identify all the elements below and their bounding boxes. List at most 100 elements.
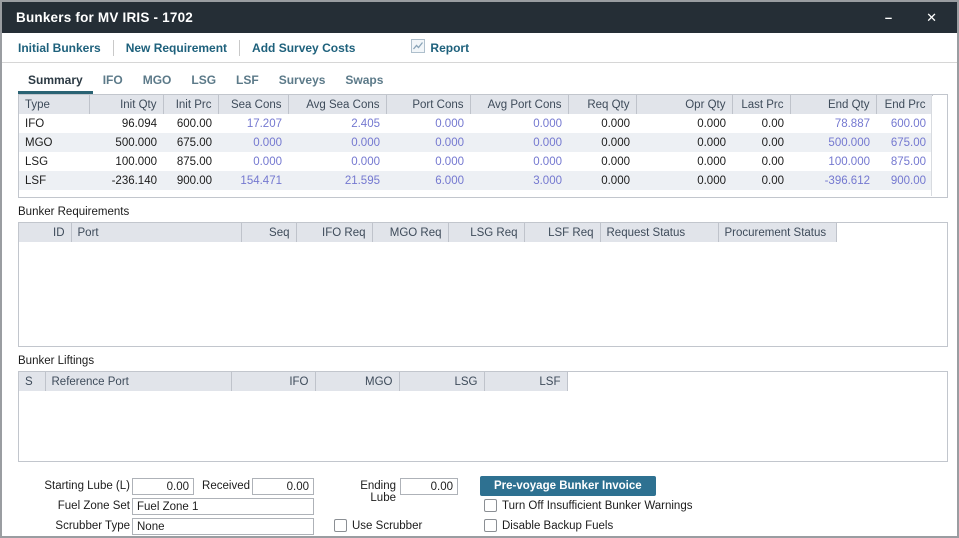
fuel-zone-set-field[interactable] <box>132 498 314 515</box>
close-button[interactable]: ✕ <box>926 10 937 25</box>
cell-opr-qty[interactable]: 0.000 <box>697 155 726 168</box>
cell-sea-cons[interactable]: 0.000 <box>253 155 282 168</box>
ending-lube-input[interactable] <box>400 478 458 495</box>
tab-mgo[interactable]: MGO <box>142 73 172 87</box>
cell-avg-port-cons[interactable]: 0.000 <box>533 117 562 130</box>
cell-avg-sea-cons[interactable]: 21.595 <box>288 171 386 190</box>
cell-init-qty[interactable]: -236.140 <box>89 171 163 190</box>
cell-init-qty[interactable]: 500.000 <box>89 133 163 152</box>
scrubber-type-field[interactable] <box>132 518 314 535</box>
cell-avg-port-cons[interactable]: 0.000 <box>470 133 568 152</box>
column-header-lsg-req[interactable]: LSG Req <box>448 223 525 242</box>
report-button[interactable]: Report <box>411 39 469 56</box>
requirements-empty-body[interactable] <box>19 242 947 346</box>
table-row-mgo[interactable]: MGO 500.000 675.00 0.000 0.000 0.000 0.0… <box>19 133 932 152</box>
column-header-sea-cons[interactable]: Sea Cons <box>218 95 289 114</box>
turn-off-warnings-checkbox[interactable]: Turn Off Insufficient Bunker Warnings <box>484 499 692 512</box>
column-header-s[interactable]: S <box>19 372 46 391</box>
cell-end-prc[interactable]: 875.00 <box>890 155 926 168</box>
add-survey-costs-button[interactable]: Add Survey Costs <box>252 40 356 55</box>
initial-bunkers-button[interactable]: Initial Bunkers <box>18 40 101 55</box>
cell-type[interactable]: MGO <box>19 133 89 152</box>
minimize-button[interactable]: – <box>884 10 893 25</box>
tab-lsg[interactable]: LSG <box>191 73 217 87</box>
cell-port-cons[interactable]: 0.000 <box>435 117 464 130</box>
cell-opr-qty[interactable]: 0.000 <box>636 133 732 152</box>
starting-lube-input[interactable] <box>132 478 194 495</box>
tab-swaps[interactable]: Swaps <box>345 73 384 87</box>
column-header-lsg[interactable]: LSG <box>399 372 485 391</box>
cell-req-qty[interactable]: 0.000 <box>568 133 636 152</box>
cell-end-qty[interactable]: -396.612 <box>790 171 876 190</box>
cell-last-prc[interactable]: 0.00 <box>732 171 790 190</box>
cell-opr-qty[interactable]: 0.000 <box>636 171 732 190</box>
column-header-req-qty[interactable]: Req Qty <box>568 95 637 114</box>
pre-voyage-bunker-invoice-button[interactable]: Pre-voyage Bunker Invoice <box>480 476 656 496</box>
cell-end-prc[interactable]: 675.00 <box>876 133 932 152</box>
column-header-ifo[interactable]: IFO <box>231 372 316 391</box>
use-scrubber-checkbox[interactable]: Use Scrubber <box>334 519 422 532</box>
cell-init-prc[interactable]: 600.00 <box>176 117 212 130</box>
column-header-mgo[interactable]: MGO <box>315 372 400 391</box>
cell-req-qty[interactable]: 0.000 <box>601 155 630 168</box>
cell-init-qty[interactable]: 96.094 <box>121 117 157 130</box>
cell-avg-port-cons[interactable]: 0.000 <box>533 155 562 168</box>
disable-backup-fuels-checkbox[interactable]: Disable Backup Fuels <box>484 519 613 532</box>
cell-port-cons[interactable]: 6.000 <box>386 171 470 190</box>
column-header-seq[interactable]: Seq <box>241 223 297 242</box>
tab-ifo[interactable]: IFO <box>102 73 123 87</box>
table-row-ifo[interactable]: IFO 96.094 600.00 17.207 2.405 0.000 0.0… <box>19 114 932 133</box>
column-header-id[interactable]: ID <box>19 223 72 242</box>
cell-type[interactable]: LSG <box>25 155 49 168</box>
column-header-reference-port[interactable]: Reference Port <box>45 372 232 391</box>
column-header-procurement-status[interactable]: Procurement Status <box>718 223 837 242</box>
column-header-port-cons[interactable]: Port Cons <box>386 95 471 114</box>
received-input[interactable] <box>252 478 314 495</box>
cell-avg-sea-cons[interactable]: 2.405 <box>351 117 380 130</box>
new-requirement-button[interactable]: New Requirement <box>125 40 228 55</box>
column-header-type[interactable]: Type <box>19 95 90 114</box>
cell-end-prc[interactable]: 900.00 <box>876 171 932 190</box>
tab-summary[interactable]: Summary <box>18 70 93 94</box>
cell-sea-cons[interactable]: 0.000 <box>218 133 288 152</box>
column-header-end-qty[interactable]: End Qty <box>790 95 877 114</box>
cell-avg-sea-cons[interactable]: 0.000 <box>288 133 386 152</box>
cell-init-prc[interactable]: 875.00 <box>176 155 212 168</box>
column-header-lsf-req[interactable]: LSF Req <box>524 223 601 242</box>
table-row-lsf[interactable]: LSF -236.140 900.00 154.471 21.595 6.000… <box>19 171 932 190</box>
column-header-port[interactable]: Port <box>71 223 242 242</box>
cell-init-prc[interactable]: 675.00 <box>163 133 218 152</box>
cell-end-qty[interactable]: 100.000 <box>828 155 870 168</box>
cell-type[interactable]: IFO <box>25 117 45 130</box>
cell-end-qty[interactable]: 500.000 <box>790 133 876 152</box>
column-header-mgo-req[interactable]: MGO Req <box>372 223 449 242</box>
cell-init-qty[interactable]: 100.000 <box>115 155 157 168</box>
column-header-last-prc[interactable]: Last Prc <box>732 95 791 114</box>
column-header-avg-sea-cons[interactable]: Avg Sea Cons <box>288 95 387 114</box>
column-header-init-prc[interactable]: Init Prc <box>163 95 219 114</box>
column-header-init-qty[interactable]: Init Qty <box>89 95 164 114</box>
column-header-avg-port-cons[interactable]: Avg Port Cons <box>470 95 569 114</box>
column-header-ifo-req[interactable]: IFO Req <box>296 223 373 242</box>
column-header-lsf[interactable]: LSF <box>484 372 568 391</box>
cell-last-prc[interactable]: 0.00 <box>761 117 784 130</box>
cell-type[interactable]: LSF <box>19 171 89 190</box>
cell-last-prc[interactable]: 0.00 <box>732 133 790 152</box>
cell-avg-sea-cons[interactable]: 0.000 <box>351 155 380 168</box>
column-header-end-prc[interactable]: End Prc <box>876 95 933 114</box>
column-header-opr-qty[interactable]: Opr Qty <box>636 95 733 114</box>
tab-lsf[interactable]: LSF <box>236 73 259 87</box>
column-header-request-status[interactable]: Request Status <box>600 223 719 242</box>
cell-end-qty[interactable]: 78.887 <box>834 117 870 130</box>
cell-last-prc[interactable]: 0.00 <box>761 155 784 168</box>
liftings-empty-body[interactable] <box>19 391 947 461</box>
cell-init-prc[interactable]: 900.00 <box>163 171 218 190</box>
cell-sea-cons[interactable]: 17.207 <box>246 117 282 130</box>
cell-avg-port-cons[interactable]: 3.000 <box>470 171 568 190</box>
cell-port-cons[interactable]: 0.000 <box>435 155 464 168</box>
cell-sea-cons[interactable]: 154.471 <box>218 171 288 190</box>
summary-grid-scrollbar[interactable] <box>931 96 946 196</box>
cell-req-qty[interactable]: 0.000 <box>568 171 636 190</box>
cell-req-qty[interactable]: 0.000 <box>601 117 630 130</box>
cell-port-cons[interactable]: 0.000 <box>386 133 470 152</box>
